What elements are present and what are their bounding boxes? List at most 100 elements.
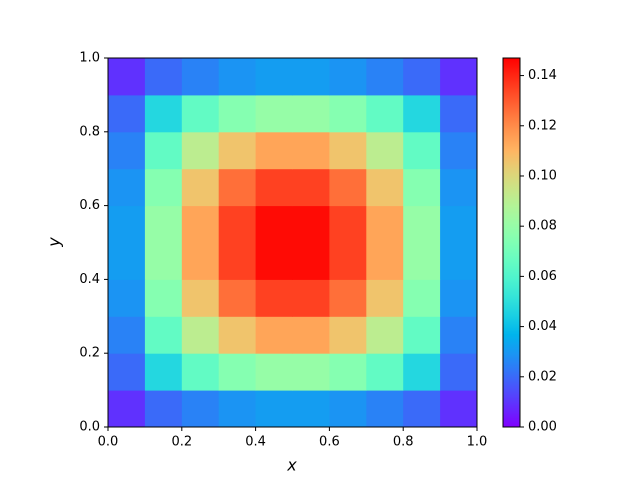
y-tick-label: 0.0	[79, 420, 100, 435]
colorbar-tick-label: 0.04	[528, 319, 557, 334]
heatmap-cell	[181, 390, 220, 428]
heatmap-cell	[403, 390, 441, 428]
x-tick-label: 0.2	[171, 435, 192, 450]
colorbar-tick-label: 0.14	[528, 68, 557, 83]
heatmap-cell	[329, 316, 367, 354]
heatmap-cell	[440, 242, 478, 280]
x-tick-label: 0.4	[245, 435, 266, 450]
heatmap-cell	[440, 279, 478, 317]
heatmap-cell	[181, 279, 220, 317]
heatmap-cell	[218, 205, 257, 243]
colorbar	[502, 57, 521, 428]
heatmap-cell	[440, 94, 478, 133]
heatmap-cell	[403, 205, 441, 243]
heatmap-cell	[144, 316, 183, 354]
heatmap-cell	[366, 390, 404, 428]
heatmap-cell	[255, 205, 293, 243]
heatmap-cell	[366, 94, 404, 133]
heatmap-cell	[108, 168, 146, 207]
heatmap-cell	[366, 316, 404, 354]
heatmap-cell	[292, 205, 330, 243]
heatmap-cell	[218, 242, 257, 280]
heatmap-cell	[292, 353, 330, 391]
heatmap-cell	[329, 94, 367, 133]
colorbar-tick-label: 0.08	[528, 219, 557, 234]
heatmap-cell	[218, 58, 257, 96]
heatmap-cell	[108, 390, 146, 428]
x-tick-label: 1.0	[467, 435, 488, 450]
heatmap-cell	[292, 58, 330, 96]
heatmap-cell	[403, 242, 441, 280]
heatmap-cell	[440, 316, 478, 354]
heatmap-cell	[218, 168, 257, 207]
heatmap-cell	[181, 316, 220, 354]
heatmap-cell	[218, 131, 257, 170]
heatmap-cell	[144, 390, 183, 428]
y-axis-label: y	[45, 237, 64, 248]
colorbar-tick-label: 0.12	[528, 118, 557, 133]
heatmap-cell	[108, 205, 146, 243]
heatmap-cell	[403, 279, 441, 317]
heatmap-cell	[292, 131, 330, 170]
heatmap-cell	[292, 279, 330, 317]
heatmap-cell	[403, 353, 441, 391]
heatmap-cell	[181, 242, 220, 280]
heatmap-cell	[440, 390, 478, 428]
heatmap-cell	[108, 242, 146, 280]
heatmap-cell	[218, 279, 257, 317]
heatmap-cell	[255, 131, 293, 170]
heatmap-cell	[403, 131, 441, 170]
colorbar-tick-label: 0.02	[528, 369, 557, 384]
heatmap-cell	[144, 279, 183, 317]
heatmap-cell	[144, 168, 183, 207]
heatmap-cell	[292, 242, 330, 280]
heatmap-cell	[181, 168, 220, 207]
heatmap-cell	[403, 94, 441, 133]
heatmap-cell	[255, 58, 293, 96]
heatmap-cell	[108, 316, 146, 354]
heatmap-cell	[403, 316, 441, 354]
heatmap-cell	[108, 58, 146, 96]
heatmap-cell	[366, 353, 404, 391]
heatmap-cell	[218, 94, 257, 133]
heatmap-cell	[403, 58, 441, 96]
heatmap-cell	[329, 353, 367, 391]
heatmap-cell	[181, 205, 220, 243]
plot-frame	[107, 57, 478, 428]
heatmap-cell	[255, 279, 293, 317]
heatmap-cell	[329, 279, 367, 317]
heatmap-cell	[218, 353, 257, 391]
heatmap-cell	[366, 168, 404, 207]
heatmap-cell	[440, 205, 478, 243]
heatmap-cell	[218, 390, 257, 428]
y-tick-label: 0.8	[79, 124, 100, 139]
heatmap-cell	[329, 390, 367, 428]
heatmap-cell	[440, 131, 478, 170]
colorbar-tick-label: 0.00	[528, 420, 557, 435]
heatmap-cell	[255, 168, 293, 207]
y-tick-label: 1.0	[79, 51, 100, 66]
heatmap-cell	[108, 353, 146, 391]
colorbar-tick-label: 0.06	[528, 269, 557, 284]
heatmap-cell	[440, 58, 478, 96]
heatmap-cell	[329, 205, 367, 243]
heatmap-cell	[108, 131, 146, 170]
x-tick-label: 0.8	[393, 435, 414, 450]
heatmap-cell	[366, 205, 404, 243]
heatmap-cell	[255, 353, 293, 391]
heatmap-cell	[255, 390, 293, 428]
heatmap-cell	[329, 131, 367, 170]
heatmap-cell	[218, 316, 257, 354]
y-tick-label: 0.4	[79, 272, 100, 287]
heatmap-cell	[366, 242, 404, 280]
heatmap-cell	[329, 58, 367, 96]
heatmap-cell	[181, 353, 220, 391]
heatmap-cell	[144, 131, 183, 170]
heatmap-cell	[181, 131, 220, 170]
heatmap-cell	[255, 316, 293, 354]
heatmap-cell	[292, 316, 330, 354]
heatmap-cell	[440, 353, 478, 391]
heatmap-cell	[144, 242, 183, 280]
heatmap-cell	[108, 279, 146, 317]
